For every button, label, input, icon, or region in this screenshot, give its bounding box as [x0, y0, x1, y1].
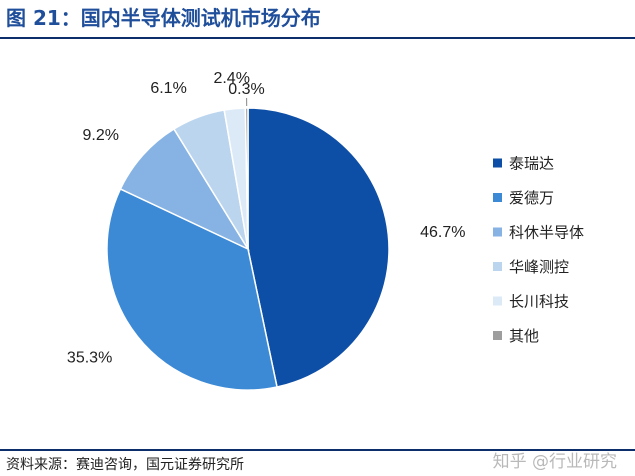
legend-swatch-slice-5 [493, 296, 502, 306]
pie-slice-3 [119, 127, 250, 251]
legend-item-slice-5: 长川科技 [493, 293, 569, 311]
pie-slice-1 [247, 107, 390, 388]
legend-item-slice-1: 泰瑞达 [493, 155, 554, 173]
legend-swatch-slice-3 [493, 227, 502, 237]
value-label-slice-2: 35.3% [67, 349, 112, 366]
legend-swatch-slice-4 [493, 262, 502, 271]
top-divider [0, 37, 635, 39]
legend-label-slice-6: 其他 [509, 327, 539, 345]
source-note: 资料来源：赛迪咨询，国元证券研究所 [6, 457, 244, 473]
pie-slice-2 [106, 187, 278, 391]
legend-swatch-slice-1 [493, 158, 502, 168]
pie-chart: 46.7% 35.3% 9.2% 6.1% 2.4%0.3% 泰瑞达爱德万科休半导体华峰… [67, 70, 584, 391]
value-label-slice-3: 9.2% [83, 127, 119, 144]
value-label-slice-4: 6.1% [150, 80, 186, 97]
legend-item-slice-6: 其他 [493, 327, 539, 345]
legend-label-slice-3: 科休半导体 [509, 224, 584, 242]
legend-label-slice-5: 长川科技 [509, 293, 569, 311]
watermark: 知乎 @行业研究 [492, 452, 617, 472]
legend-label-slice-1: 泰瑞达 [509, 155, 554, 173]
value-label-slice-6: 0.3% [228, 81, 264, 98]
bottom-divider [0, 449, 635, 451]
legend-item-slice-2: 爱德万 [493, 189, 554, 207]
value-label-slice-5: 2.4% [213, 70, 249, 87]
figure-title: 图 21：国内半导体测试机市场分布 [6, 6, 321, 30]
pie-slices [106, 107, 390, 391]
pie-value-labels: 46.7% 35.3% 9.2% 6.1% 2.4%0.3% [67, 70, 466, 366]
legend-swatch-slice-6 [493, 331, 502, 340]
legend-item-slice-3: 科休半导体 [493, 224, 584, 242]
value-label-slice-1: 46.7% [420, 224, 465, 241]
pie-slice-6 [244, 107, 249, 250]
legend-label-slice-2: 爱德万 [509, 189, 554, 207]
legend-label-slice-4: 华峰测控 [509, 258, 569, 276]
legend-swatch-slice-2 [493, 193, 502, 202]
legend-item-slice-4: 华峰测控 [493, 258, 569, 276]
